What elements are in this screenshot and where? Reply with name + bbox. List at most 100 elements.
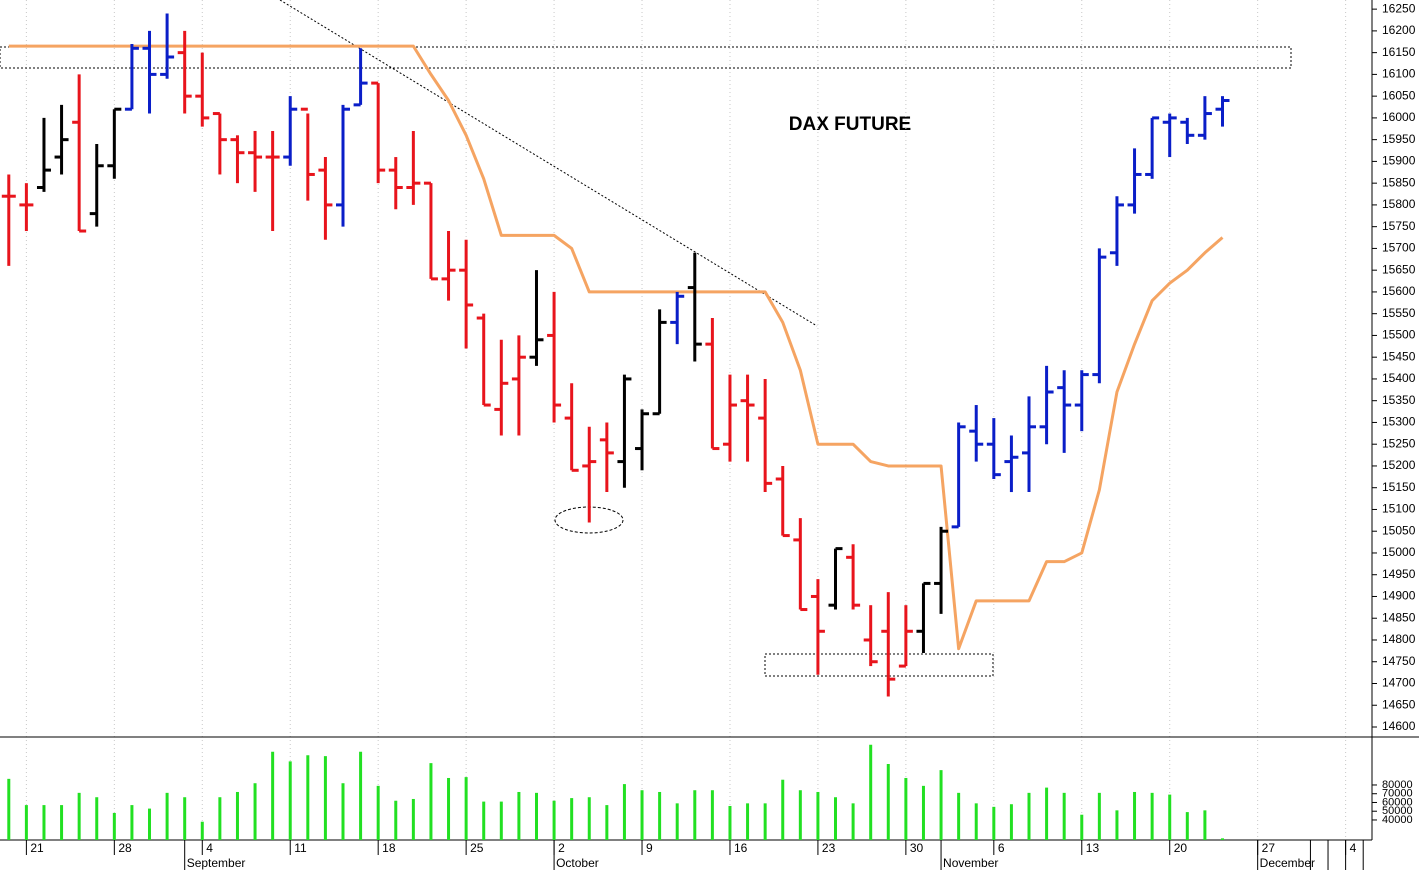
y-tick-label: 15750 (1382, 219, 1416, 233)
y-tick-label: 15300 (1382, 415, 1416, 429)
y-tick-label: 16100 (1382, 67, 1416, 81)
volume-tick-label: 60000 (1382, 796, 1413, 808)
ohlc-bar (423, 181, 438, 281)
ohlc-bar (1180, 117, 1195, 145)
ohlc-bar (705, 318, 720, 451)
ohlc-bar (529, 270, 544, 366)
ohlc-bar (336, 104, 350, 227)
y-tick-label: 15450 (1382, 349, 1416, 363)
ohlc-bar (36, 117, 51, 192)
ohlc-bar (582, 426, 597, 523)
y-tick-label: 15100 (1382, 502, 1416, 516)
x-tick-label: 2 (558, 841, 565, 855)
ohlc-bar (863, 605, 878, 667)
ohlc-bar (1127, 148, 1142, 214)
y-tick-label: 15800 (1382, 197, 1416, 211)
y-tick-label: 15400 (1382, 371, 1416, 385)
ohlc-bar (951, 422, 966, 529)
y-tick-label: 15550 (1382, 306, 1416, 320)
ohlc-bar (1074, 370, 1089, 432)
ohlc-bar (89, 144, 104, 227)
x-tick-label: 4 (206, 841, 213, 855)
ohlc-bar (160, 13, 175, 79)
y-tick-label: 14700 (1382, 676, 1416, 690)
ohlc-bar (652, 309, 667, 416)
ohlc-bar (547, 291, 562, 423)
support-zone (764, 653, 994, 677)
month-label: November (943, 856, 998, 870)
ohlc-bar (1, 174, 16, 266)
ohlc-bar (441, 231, 456, 301)
y-tick-label: 14750 (1382, 654, 1416, 668)
ohlc-bar (1145, 116, 1160, 179)
y-tick-label: 15150 (1382, 480, 1416, 494)
ohlc-bar (934, 526, 949, 614)
y-tick-label: 16000 (1382, 110, 1416, 124)
y-tick-label: 15700 (1382, 241, 1416, 255)
ohlc-bar (916, 581, 931, 654)
ohlc-bar (1197, 96, 1212, 140)
ohlc-bar (265, 130, 280, 232)
y-tick-label: 14800 (1382, 632, 1416, 646)
y-tick-label: 14600 (1382, 719, 1416, 733)
ohlc-bar (1057, 370, 1072, 453)
x-tick-label: 21 (30, 841, 44, 855)
ohlc-bar (177, 30, 192, 114)
ohlc-bar (54, 104, 69, 175)
ohlc-bar (1215, 96, 1230, 127)
ohlc-bar (124, 43, 139, 111)
x-tick-label: 9 (646, 841, 653, 855)
y-tick-label: 16050 (1382, 88, 1416, 102)
ohlc-bar (1022, 396, 1036, 493)
ohlc-bar (371, 81, 386, 184)
trend-line (279, 0, 818, 327)
ohlc-bar (107, 107, 122, 179)
ohlc-bar (230, 135, 245, 184)
ohlc-bar (476, 313, 491, 407)
ohlc-bar (353, 48, 368, 107)
volume-tick-label: 40000 (1382, 814, 1413, 826)
ohlc-bar (635, 409, 650, 471)
ohlc-bar (283, 96, 298, 166)
y-tick-label: 14950 (1382, 567, 1416, 581)
ohlc-bar (969, 405, 984, 462)
volume-tick-label: 70000 (1382, 788, 1413, 800)
y-tick-label: 15250 (1382, 436, 1416, 450)
y-tick-label: 15850 (1382, 175, 1416, 189)
y-tick-label: 16150 (1382, 45, 1416, 59)
ohlc-bar (1109, 196, 1124, 266)
y-tick-label: 15000 (1382, 545, 1416, 559)
y-tick-label: 16200 (1382, 23, 1416, 37)
ohlc-bar (687, 252, 702, 362)
ohlc-bar (248, 130, 263, 192)
ohlc-bar (318, 157, 333, 240)
y-tick-label: 15650 (1382, 262, 1416, 276)
ohlc-bar (810, 579, 825, 675)
ohlc-bar (775, 465, 790, 538)
y-tick-label: 15200 (1382, 458, 1416, 472)
y-tick-label: 15950 (1382, 132, 1416, 146)
y-tick-label: 15050 (1382, 523, 1416, 537)
ohlc-bar (72, 74, 87, 233)
y-tick-label: 15600 (1382, 284, 1416, 298)
x-tick-label: 18 (382, 841, 396, 855)
ohlc-bar (388, 157, 403, 210)
ohlc-bar (459, 239, 474, 349)
ohlc-bar (793, 518, 808, 612)
x-tick-label: 11 (294, 841, 307, 855)
x-tick-label: 13 (1086, 841, 1100, 855)
month-label: October (556, 856, 599, 870)
x-tick-label: 30 (910, 841, 924, 855)
y-tick-label: 15350 (1382, 393, 1416, 407)
ohlc-bar (758, 378, 773, 493)
ohlc-bar (828, 547, 843, 610)
x-tick-label: 23 (822, 841, 836, 855)
resistance-zone (0, 46, 1292, 69)
ohlc-bar (722, 374, 737, 462)
ohlc-bar (195, 52, 210, 127)
month-label: September (187, 856, 246, 870)
x-tick-label: 27 (1262, 841, 1276, 855)
ohlc-bar (142, 30, 157, 114)
volume-tick-label: 80000 (1382, 779, 1413, 791)
